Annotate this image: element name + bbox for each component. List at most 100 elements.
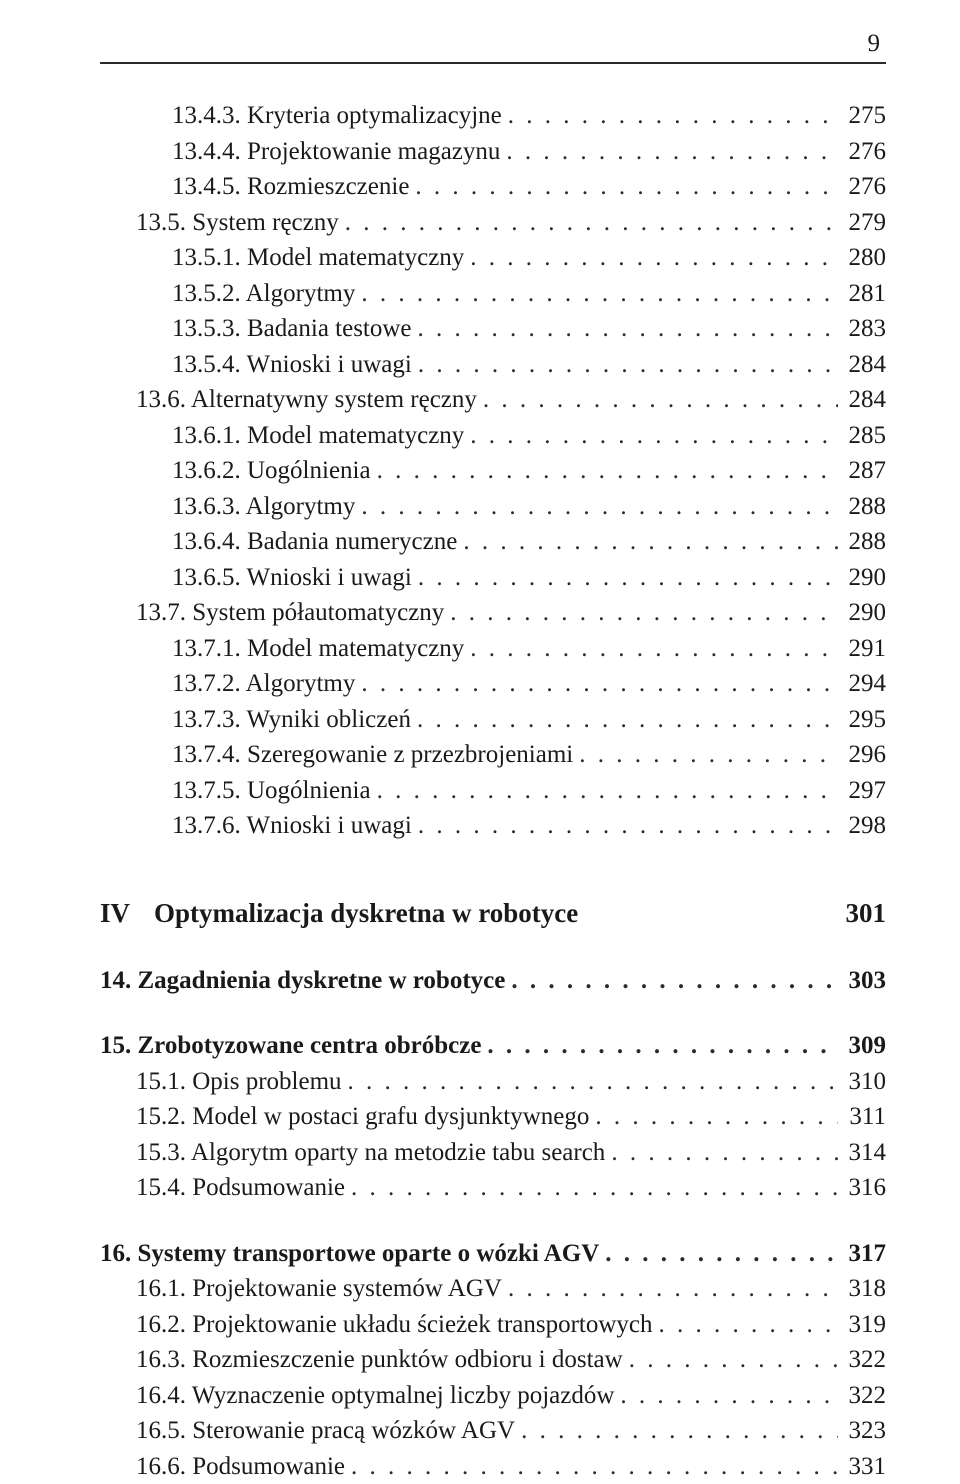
toc-label: 15.4. Podsumowanie	[136, 1170, 345, 1206]
toc-block-2: 14. Zagadnienia dyskretne w robotyce . .…	[100, 963, 886, 1484]
toc-leaders: . . . . . . . . . . . . . . . . . . . . …	[345, 1170, 838, 1206]
toc-label: 16. Systemy transportowe oparte o wózki …	[100, 1236, 599, 1272]
toc-page: 317	[838, 1236, 886, 1272]
toc-row: 13.7.2. Algorytmy . . . . . . . . . . . …	[100, 666, 886, 702]
toc-leaders: . . . . . . . . . . . . . . . . . . . . …	[339, 205, 838, 241]
toc-leaders: . . . . . . . . . . . . . . . . . . . . …	[412, 311, 838, 347]
toc-row: 13.6.4. Badania numeryczne . . . . . . .…	[100, 524, 886, 560]
toc-label: 15.2. Model w postaci grafu dysjunktywne…	[136, 1099, 589, 1135]
toc-label: 13.7.3. Wyniki obliczeń	[172, 702, 411, 738]
toc-page: 303	[838, 963, 886, 999]
toc-page: 297	[838, 773, 886, 809]
toc-label: 13.6.4. Badania numeryczne	[172, 524, 457, 560]
toc-leaders: . . . . . . . . . . . . . . . . . . . . …	[653, 1307, 838, 1343]
toc-page: 311	[838, 1099, 886, 1135]
toc-row: 15.2. Model w postaci grafu dysjunktywne…	[100, 1099, 886, 1135]
toc-row: 13.7.4. Szeregowanie z przezbrojeniami .…	[100, 737, 886, 773]
toc-label: 13.5.1. Model matematyczny	[172, 240, 464, 276]
toc-row: 13.6.1. Model matematyczny . . . . . . .…	[100, 418, 886, 454]
toc-leaders: . . . . . . . . . . . . . . . . . . . . …	[457, 524, 838, 560]
toc-page: 296	[838, 737, 886, 773]
toc-leaders: . . . . . . . . . . . . . . . . . . . . …	[345, 1449, 838, 1484]
toc-leaders: . . . . . . . . . . . . . . . . . . . . …	[412, 560, 838, 596]
toc-page: 291	[838, 631, 886, 667]
toc-row: 16.1. Projektowanie systemów AGV . . . .…	[100, 1271, 886, 1307]
toc-label: 13.6. Alternatywny system ręczny	[136, 382, 477, 418]
toc-row: 16.3. Rozmieszczenie punktów odbioru i d…	[100, 1342, 886, 1378]
toc-leaders: . . . . . . . . . . . . . . . . . . . . …	[412, 347, 838, 383]
toc-leaders: . . . . . . . . . . . . . . . . . . . . …	[515, 1413, 838, 1449]
toc-leaders: . . . . . . . . . . . . . . . . . . . . …	[355, 276, 838, 312]
toc-leaders: . . . . . . . . . . . . . . . . . . . . …	[477, 382, 838, 418]
toc-leaders: . . . . . . . . . . . . . . . . . . . . …	[355, 489, 838, 525]
toc-row: 13.5.2. Algorytmy . . . . . . . . . . . …	[100, 276, 886, 312]
toc-label: 13.7.6. Wnioski i uwagi	[172, 808, 412, 844]
toc-label: 16.5. Sterowanie pracą wózków AGV	[136, 1413, 515, 1449]
toc-leaders: . . . . . . . . . . . . . . . . . . . . …	[605, 1135, 838, 1171]
toc-leaders: . . . . . . . . . . . . . . . . . . . . …	[502, 1271, 838, 1307]
toc-leaders: . . . . . . . . . . . . . . . . . . . . …	[355, 666, 838, 702]
toc-label: 15.3. Algorytm oparty na metodzie tabu s…	[136, 1135, 605, 1171]
part-page: 301	[838, 898, 886, 929]
toc-leaders: . . . . . . . . . . . . . . . . . . . . …	[371, 453, 838, 489]
toc-label: 15.1. Opis problemu	[136, 1064, 342, 1100]
toc-row: 13.7. System półautomatyczny . . . . . .…	[100, 595, 886, 631]
toc-page: 281	[838, 276, 886, 312]
toc-row: 13.6.3. Algorytmy . . . . . . . . . . . …	[100, 489, 886, 525]
toc-label: 16.4. Wyznaczenie optymalnej liczby poja…	[136, 1378, 614, 1414]
toc-row: 14. Zagadnienia dyskretne w robotyce . .…	[100, 963, 886, 999]
toc-label: 13.4.3. Kryteria optymalizacyjne	[172, 98, 502, 134]
toc-page: 295	[838, 702, 886, 738]
toc-leaders: . . . . . . . . . . . . . . . . . . . . …	[502, 98, 838, 134]
toc-page: 287	[838, 453, 886, 489]
toc-row: 16.6. Podsumowanie . . . . . . . . . . .…	[100, 1449, 886, 1484]
toc-page: 285	[838, 418, 886, 454]
toc-label: 13.7.5. Uogólnienia	[172, 773, 371, 809]
toc-page: 322	[838, 1342, 886, 1378]
toc-row: 16. Systemy transportowe oparte o wózki …	[100, 1236, 886, 1272]
toc-row: 13.7.6. Wnioski i uwagi . . . . . . . . …	[100, 808, 886, 844]
toc-page: 298	[838, 808, 886, 844]
toc-page: 290	[838, 595, 886, 631]
toc-page: 276	[838, 134, 886, 170]
toc-leaders: . . . . . . . . . . . . . . . . . . . . …	[505, 963, 838, 999]
toc-page: 276	[838, 169, 886, 205]
toc-label: 16.2. Projektowanie układu ścieżek trans…	[136, 1307, 653, 1343]
toc-label: 13.6.3. Algorytmy	[172, 489, 355, 525]
toc-leaders: . . . . . . . . . . . . . . . . . . . . …	[614, 1378, 838, 1414]
toc-page: 280	[838, 240, 886, 276]
toc-label: 16.6. Podsumowanie	[136, 1449, 345, 1484]
toc-leaders: . . . . . . . . . . . . . . . . . . . . …	[409, 169, 838, 205]
toc-leaders: . . . . . . . . . . . . . . . . . . . . …	[623, 1342, 838, 1378]
toc-leaders: . . . . . . . . . . . . . . . . . . . . …	[500, 134, 838, 170]
toc-page: 316	[838, 1170, 886, 1206]
toc-row: 13.7.5. Uogólnienia . . . . . . . . . . …	[100, 773, 886, 809]
toc-row: 13.4.4. Projektowanie magazynu . . . . .…	[100, 134, 886, 170]
toc-label: 13.4.4. Projektowanie magazynu	[172, 134, 500, 170]
toc-page: 318	[838, 1271, 886, 1307]
toc-page: 279	[838, 205, 886, 241]
toc-row: 16.5. Sterowanie pracą wózków AGV . . . …	[100, 1413, 886, 1449]
toc-row: 13.7.3. Wyniki obliczeń . . . . . . . . …	[100, 702, 886, 738]
toc-page: 314	[838, 1135, 886, 1171]
page-number: 9	[100, 30, 886, 58]
part-heading: IV Optymalizacja dyskretna w robotyce 30…	[100, 898, 886, 929]
toc-row: 15.1. Opis problemu . . . . . . . . . . …	[100, 1064, 886, 1100]
toc-leaders: . . . . . . . . . . . . . . . . . . . . …	[464, 240, 838, 276]
toc-leaders: . . . . . . . . . . . . . . . . . . . . …	[411, 702, 838, 738]
toc-row: 15.4. Podsumowanie . . . . . . . . . . .…	[100, 1170, 886, 1206]
toc-row: 13.4.5. Rozmieszczenie . . . . . . . . .…	[100, 169, 886, 205]
toc-label: 13.4.5. Rozmieszczenie	[172, 169, 409, 205]
toc-page: 319	[838, 1307, 886, 1343]
toc-row: 16.2. Projektowanie układu ścieżek trans…	[100, 1307, 886, 1343]
toc-row: 13.7.1. Model matematyczny . . . . . . .…	[100, 631, 886, 667]
toc-row: 13.5.1. Model matematyczny . . . . . . .…	[100, 240, 886, 276]
toc-label: 13.5.3. Badania testowe	[172, 311, 412, 347]
toc-page: 290	[838, 560, 886, 596]
toc-label: 13.6.5. Wnioski i uwagi	[172, 560, 412, 596]
toc-label: 16.1. Projektowanie systemów AGV	[136, 1271, 502, 1307]
toc-row: 13.5.3. Badania testowe . . . . . . . . …	[100, 311, 886, 347]
toc-block-1: 13.4.3. Kryteria optymalizacyjne . . . .…	[100, 98, 886, 844]
toc-label: 13.7.2. Algorytmy	[172, 666, 355, 702]
toc-label: 13.5.4. Wnioski i uwagi	[172, 347, 412, 383]
